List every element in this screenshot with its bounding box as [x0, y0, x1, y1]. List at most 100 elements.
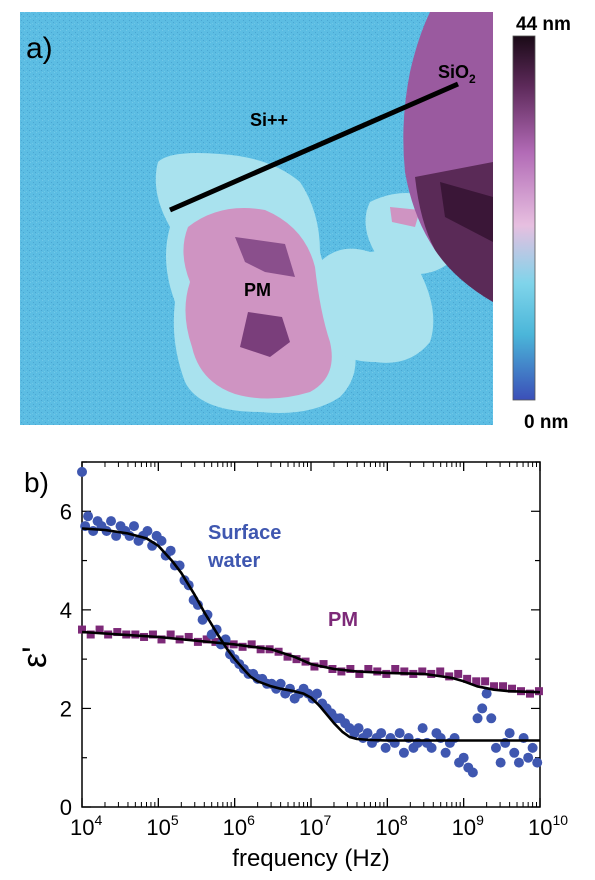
pm-data-point [95, 625, 104, 634]
y-tick-labels: 0 2 4 6 [60, 499, 72, 820]
surface-water-data-point [417, 723, 428, 734]
pm-fit-curve [81, 630, 541, 694]
pm-label-a: PM [244, 280, 271, 300]
surface-water-data-point [532, 757, 543, 768]
surface-water-data-point [312, 688, 323, 699]
pm-data-point [454, 669, 463, 678]
pm-data-point [490, 682, 499, 691]
x-tick-label: 107 [299, 812, 331, 840]
pm-data-point [247, 640, 256, 649]
pm-data-point [391, 665, 400, 673]
pm-data-point [166, 630, 175, 639]
surface-water-data-point [398, 747, 409, 758]
axis-ticks [81, 461, 541, 808]
surface-water-data-point [362, 728, 373, 739]
surface-water-data-point [165, 545, 176, 556]
pm-data-point [346, 665, 355, 673]
pm-data-point [202, 635, 211, 644]
surface-water-data-point [495, 757, 506, 768]
surface-water-fit-curve [81, 527, 540, 742]
surface-water-data-point [106, 516, 117, 527]
surface-water-data-point [83, 511, 94, 522]
pm-data-point [364, 665, 373, 673]
pm-data-point [86, 630, 95, 639]
dielectric-chart: 104 105 106 107 108 109 1010 0 2 4 6 b) ε' freque… [16, 461, 568, 872]
surface-water-data-point [458, 752, 469, 763]
pm-data-point [463, 674, 472, 683]
pm-data-point [184, 632, 193, 641]
pm-data-point [157, 635, 166, 644]
surface-water-data-point [509, 747, 520, 758]
x-tick-label: 104 [70, 812, 102, 840]
surface-water-data-point [490, 742, 501, 753]
afm-image: a) Si++ SiO2 PM [20, 12, 493, 425]
pm-data-point [472, 677, 481, 686]
x-tick-label: 109 [452, 812, 484, 840]
x-tick-label: 105 [146, 812, 178, 840]
pm-data-point [337, 667, 346, 676]
surface-water-data-point [376, 728, 387, 739]
surface-water-data-point [504, 728, 515, 739]
colorbar-max-label: 44 nm [516, 14, 571, 35]
fit-curves [81, 527, 541, 742]
surface-water-data-point [77, 466, 87, 477]
surface-water-data-point [486, 713, 497, 724]
colorbar-gradient [512, 35, 536, 401]
y-tick-label: 0 [60, 795, 72, 820]
dielectric-plot-panel: 104 105 106 107 108 109 1010 0 2 4 6 b) ε' freque… [0, 440, 595, 875]
surface-water-data-point [472, 713, 483, 724]
surface-water-data-point [513, 757, 524, 768]
surface-water-data-point [156, 535, 167, 546]
pm-data-point [481, 677, 490, 686]
pm-data-point [355, 669, 364, 678]
afm-image-panel: a) Si++ SiO2 PM [20, 12, 510, 425]
colorbar-min-label: 0 nm [524, 412, 568, 433]
x-tick-label: 1010 [528, 812, 568, 840]
pm-annotation: PM [328, 609, 358, 631]
surface-water-data-point [440, 747, 451, 758]
plot-frame [81, 461, 541, 808]
profile-line [168, 81, 460, 213]
pm-data-point [256, 645, 265, 654]
x-tick-label: 106 [223, 812, 255, 840]
pm-data-point [436, 667, 445, 676]
surface-water-annotation-line1: Surface [208, 522, 281, 544]
surface-water-data-point [111, 530, 122, 541]
pm-data-point [499, 682, 508, 691]
surface-water-data-point [527, 742, 538, 753]
panel-b-label: b) [24, 467, 49, 498]
pm-data-point [238, 642, 247, 651]
surface-water-data-point [394, 728, 405, 739]
surface-water-data-point [129, 521, 140, 532]
y-tick-label: 2 [60, 696, 72, 721]
surface-water-data-point [523, 752, 534, 763]
surface-water-data-point [275, 678, 286, 689]
pm-data-point [310, 662, 319, 671]
surface-water-data-point [467, 767, 478, 778]
y-tick-label: 6 [60, 499, 72, 524]
pm-membrane [183, 208, 332, 399]
x-tick-labels: 104 105 106 107 108 109 1010 [70, 812, 568, 840]
surface-water-data-point [353, 723, 364, 734]
pm-data-point [113, 628, 122, 637]
surface-water-data-point [477, 703, 488, 714]
surface-water-data-point [426, 742, 437, 753]
pm-data-point [148, 630, 157, 639]
x-tick-label: 108 [375, 812, 407, 840]
pm-data-point [400, 667, 409, 676]
pm-data-point [283, 652, 292, 661]
pm-data-point [525, 689, 534, 698]
surface-water-annotation-line2: water [207, 550, 260, 572]
surface-water-data-point [380, 742, 391, 753]
surface-water-data-point [88, 526, 99, 536]
pm-data-point [78, 625, 86, 634]
pm-data-point [418, 667, 427, 676]
y-tick-label: 4 [60, 598, 72, 623]
y-axis-label: ε' [16, 646, 54, 668]
surface-water-data-point [481, 688, 492, 699]
pm-data-point [319, 660, 328, 669]
x-axis-label: frequency (Hz) [232, 845, 389, 872]
pm-data-point [508, 684, 517, 693]
panel-a-label: a) [26, 32, 53, 65]
sio2-label: SiO2 [438, 62, 476, 86]
